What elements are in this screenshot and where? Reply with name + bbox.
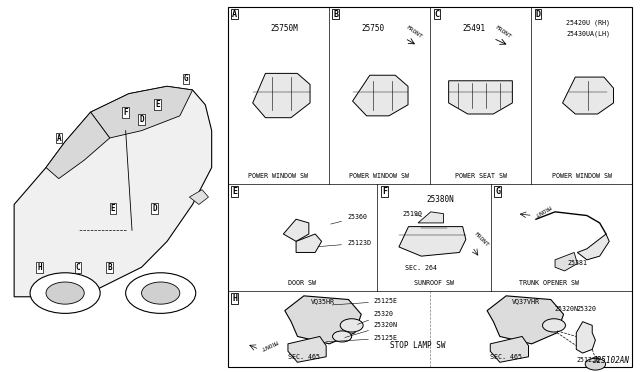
Text: FRONT: FRONT (532, 203, 552, 217)
Circle shape (125, 273, 196, 313)
Polygon shape (296, 234, 321, 253)
Text: 25750: 25750 (362, 23, 385, 32)
Text: 25320N: 25320N (345, 323, 398, 337)
Text: POWER WINDOW SW: POWER WINDOW SW (349, 173, 410, 179)
Text: 25125E: 25125E (326, 335, 398, 342)
Circle shape (340, 319, 363, 332)
Polygon shape (189, 190, 209, 205)
Text: SUNROOF SW: SUNROOF SW (414, 280, 454, 286)
Polygon shape (285, 296, 361, 344)
Text: 25380N: 25380N (426, 195, 454, 204)
Text: G: G (495, 187, 500, 196)
Text: F: F (124, 108, 128, 117)
Polygon shape (91, 86, 193, 138)
Text: 25123D: 25123D (318, 240, 371, 247)
Text: B: B (108, 263, 112, 272)
Polygon shape (253, 73, 310, 118)
Polygon shape (555, 253, 577, 271)
Text: 25360: 25360 (331, 214, 367, 224)
Polygon shape (14, 86, 212, 297)
Text: DOOR SW: DOOR SW (289, 280, 316, 286)
Polygon shape (563, 77, 614, 114)
Text: C: C (435, 10, 440, 19)
Text: D: D (536, 10, 541, 19)
Polygon shape (399, 227, 466, 256)
Text: E: E (155, 100, 160, 109)
Text: D: D (140, 115, 144, 124)
Text: 25491: 25491 (463, 23, 486, 32)
Circle shape (585, 358, 605, 370)
Text: C: C (76, 263, 80, 272)
Text: SEC. 465: SEC. 465 (288, 353, 320, 359)
Polygon shape (487, 296, 564, 344)
Text: B: B (333, 10, 338, 19)
Polygon shape (288, 336, 326, 362)
Text: H: H (37, 263, 42, 272)
Polygon shape (353, 75, 408, 116)
Polygon shape (46, 112, 109, 179)
Circle shape (141, 282, 180, 304)
Text: A: A (232, 10, 237, 19)
Text: 25750M: 25750M (271, 23, 298, 32)
Text: J25102AN: J25102AN (592, 356, 629, 365)
Text: 25430UA(LH): 25430UA(LH) (566, 31, 610, 38)
Text: 25420U (RH): 25420U (RH) (566, 20, 610, 26)
Text: SEC. 264: SEC. 264 (405, 265, 437, 271)
Text: E: E (232, 187, 237, 196)
Circle shape (30, 273, 100, 313)
Text: POWER WINDOW SW: POWER WINDOW SW (248, 173, 308, 179)
Text: D: D (152, 203, 157, 213)
Polygon shape (577, 234, 609, 260)
Text: 25320: 25320 (358, 311, 394, 324)
Circle shape (543, 319, 566, 332)
Text: STOP LAMP SW: STOP LAMP SW (390, 341, 445, 350)
Text: TRUNK OPENER SW: TRUNK OPENER SW (518, 280, 579, 286)
Text: H: H (232, 294, 237, 303)
Text: A: A (56, 134, 61, 142)
Text: FRONT: FRONT (259, 338, 278, 350)
Text: 25320N: 25320N (554, 306, 578, 312)
Polygon shape (490, 336, 529, 362)
Polygon shape (284, 219, 309, 241)
Text: 25125E: 25125E (576, 357, 600, 363)
Text: E: E (111, 203, 115, 213)
Circle shape (333, 331, 351, 342)
Text: FRONT: FRONT (472, 231, 489, 248)
Text: FRONT: FRONT (493, 25, 511, 39)
Polygon shape (449, 81, 513, 114)
Text: 25320: 25320 (576, 306, 596, 312)
Text: 25125E: 25125E (332, 298, 398, 305)
Text: SEC. 465: SEC. 465 (490, 353, 522, 359)
Text: VQ37VHR: VQ37VHR (511, 299, 540, 305)
Text: G: G (184, 74, 189, 83)
Bar (228, 7, 632, 367)
Text: F: F (382, 187, 387, 196)
Polygon shape (576, 322, 595, 353)
Text: POWER WINDOW SW: POWER WINDOW SW (552, 173, 612, 179)
Text: FRONT: FRONT (405, 25, 423, 39)
Circle shape (46, 282, 84, 304)
Text: 25381: 25381 (568, 260, 588, 266)
Polygon shape (418, 212, 444, 223)
Text: POWER SEAT SW: POWER SEAT SW (454, 173, 506, 179)
Text: 25190: 25190 (402, 211, 422, 217)
Text: VQ35HR: VQ35HR (311, 299, 335, 305)
